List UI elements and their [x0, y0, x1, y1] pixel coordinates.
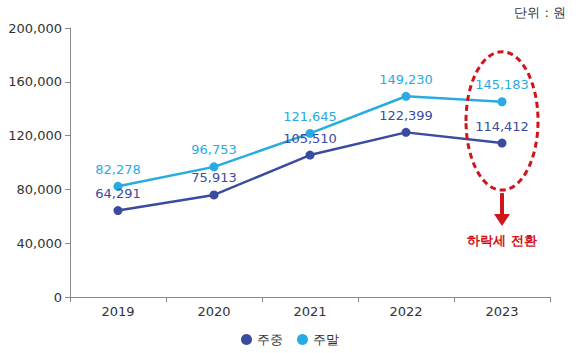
svg-text:2020: 2020 [197, 304, 230, 319]
svg-text:121,645: 121,645 [283, 109, 337, 124]
svg-text:2023: 2023 [485, 304, 518, 319]
svg-text:160,000: 160,000 [8, 74, 62, 89]
svg-text:149,230: 149,230 [379, 72, 433, 87]
svg-text:200,000: 200,000 [8, 21, 62, 36]
svg-text:75,913: 75,913 [191, 170, 237, 185]
svg-text:80,000: 80,000 [17, 182, 63, 197]
svg-text:96,753: 96,753 [191, 142, 237, 157]
svg-text:단위 : 원: 단위 : 원 [514, 5, 566, 20]
svg-text:145,183: 145,183 [475, 77, 529, 92]
svg-text:2021: 2021 [293, 304, 326, 319]
svg-text:0: 0 [54, 290, 62, 305]
svg-text:82,278: 82,278 [95, 162, 141, 177]
svg-text:주중: 주중 [257, 332, 283, 347]
svg-text:하락세 전환: 하락세 전환 [467, 233, 537, 248]
svg-text:2022: 2022 [389, 304, 422, 319]
svg-text:120,000: 120,000 [8, 128, 62, 143]
svg-text:114,412: 114,412 [475, 119, 529, 134]
svg-text:64,291: 64,291 [95, 186, 141, 201]
svg-text:2019: 2019 [101, 304, 134, 319]
svg-text:40,000: 40,000 [17, 236, 63, 251]
svg-text:주말: 주말 [313, 332, 339, 347]
svg-text:105,510: 105,510 [283, 131, 337, 146]
svg-text:122,399: 122,399 [379, 108, 433, 123]
